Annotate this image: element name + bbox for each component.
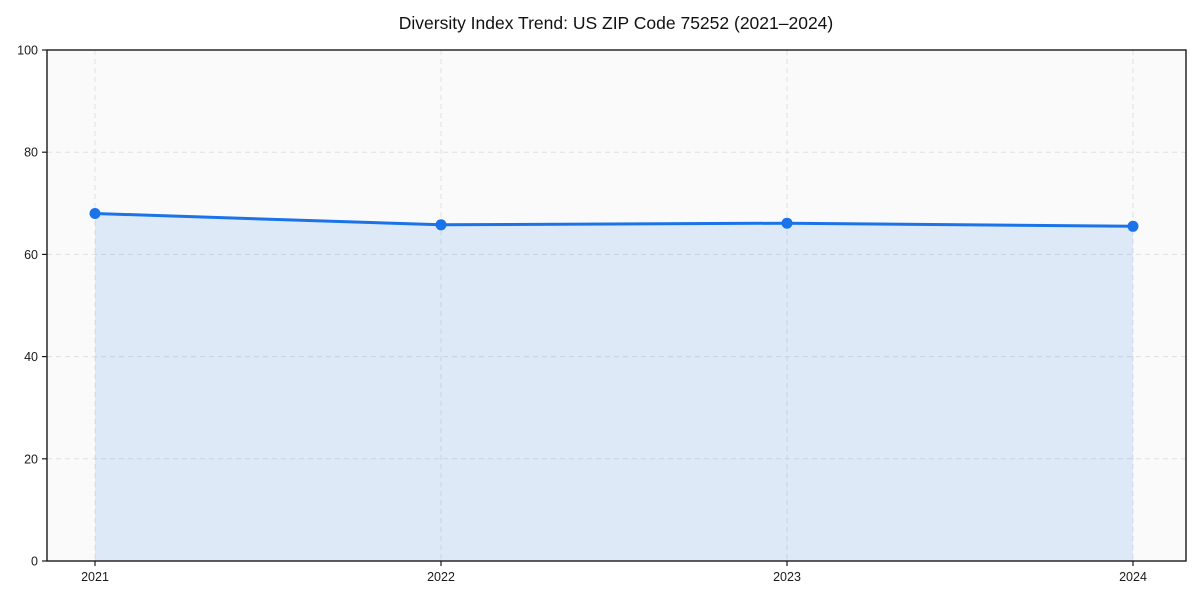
data-points [89, 208, 1139, 232]
data-point-2022 [435, 219, 447, 231]
data-point-2024 [1127, 220, 1139, 232]
y-tick-label: 40 [24, 350, 38, 364]
x-tick-label: 2023 [773, 570, 801, 584]
plot-area [47, 50, 1186, 561]
x-tick-label: 2021 [81, 570, 109, 584]
x-tick-label: 2022 [427, 570, 455, 584]
y-tick-label: 100 [17, 44, 38, 58]
tick-labels: 0 20 40 60 80 100 2021 2022 2023 2024 [17, 44, 1147, 585]
plot-frame [46, 49, 1187, 562]
x-tick-label: 2024 [1119, 570, 1147, 584]
data-point-2021 [89, 208, 101, 219]
y-tick-label: 60 [24, 248, 38, 262]
y-tick-label: 20 [24, 452, 38, 466]
y-tick-label: 80 [24, 146, 38, 160]
tick-marks [42, 49, 1134, 566]
chart-title: Diversity Index Trend: US ZIP Code 75252… [399, 13, 834, 33]
data-point-2023 [781, 217, 793, 229]
y-tick-label: 0 [31, 555, 38, 569]
area-fill [95, 213, 1133, 561]
gridlines [47, 50, 1186, 561]
trend-line [93, 212, 1135, 228]
